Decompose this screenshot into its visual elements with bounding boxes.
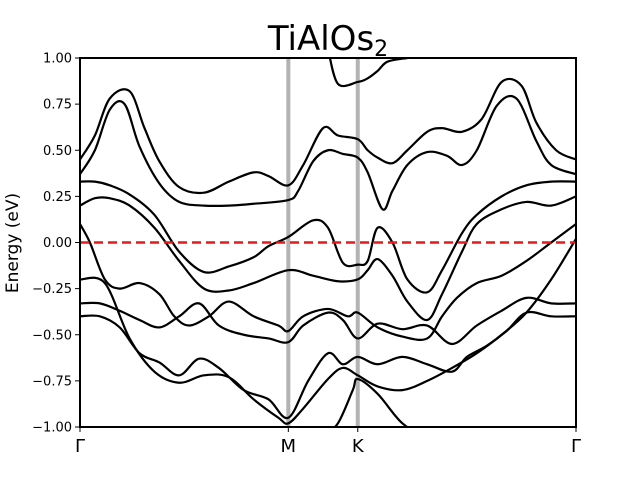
y-tick-label: 0.25 xyxy=(43,190,72,205)
band-line-5 xyxy=(80,223,576,341)
y-tick-label: −0.25 xyxy=(32,282,72,297)
band-line-1 xyxy=(80,77,576,195)
band-line-6 xyxy=(80,296,576,346)
x-tick-label: K xyxy=(352,436,365,457)
y-tick-label: −0.75 xyxy=(32,374,72,389)
band-line-10 xyxy=(328,58,408,88)
band-line-4 xyxy=(80,195,576,322)
y-tick-label: 0.75 xyxy=(43,98,72,113)
band-line-2 xyxy=(80,94,576,211)
band-line-7 xyxy=(80,310,576,420)
band-series xyxy=(80,58,576,427)
y-axis-label: Energy (eV) xyxy=(3,193,23,293)
band-line-9 xyxy=(333,377,410,427)
band-line-3 xyxy=(80,180,576,294)
chart-title: TiAlOs2 xyxy=(267,19,388,62)
y-tick-label: 0.50 xyxy=(43,144,72,159)
chart-title-subscript: 2 xyxy=(374,37,388,62)
y-tick-label: −1.00 xyxy=(32,421,72,436)
band-line-8 xyxy=(80,238,576,425)
y-tick-label: 1.00 xyxy=(43,52,72,67)
y-tick-label: −0.50 xyxy=(32,328,72,343)
x-tick-label: Γ xyxy=(571,436,581,457)
x-tick-label: M xyxy=(281,436,297,457)
x-tick-label: Γ xyxy=(75,436,85,457)
y-axis-ticks: 1.00 0.75 0.50 0.25 0.00 −0.25 −0.50 −0.75 −1.00 xyxy=(32,52,80,436)
chart-title-main: TiAlOs xyxy=(267,19,374,59)
kpoint-lines xyxy=(286,58,360,427)
y-tick-label: 0.00 xyxy=(43,236,72,251)
